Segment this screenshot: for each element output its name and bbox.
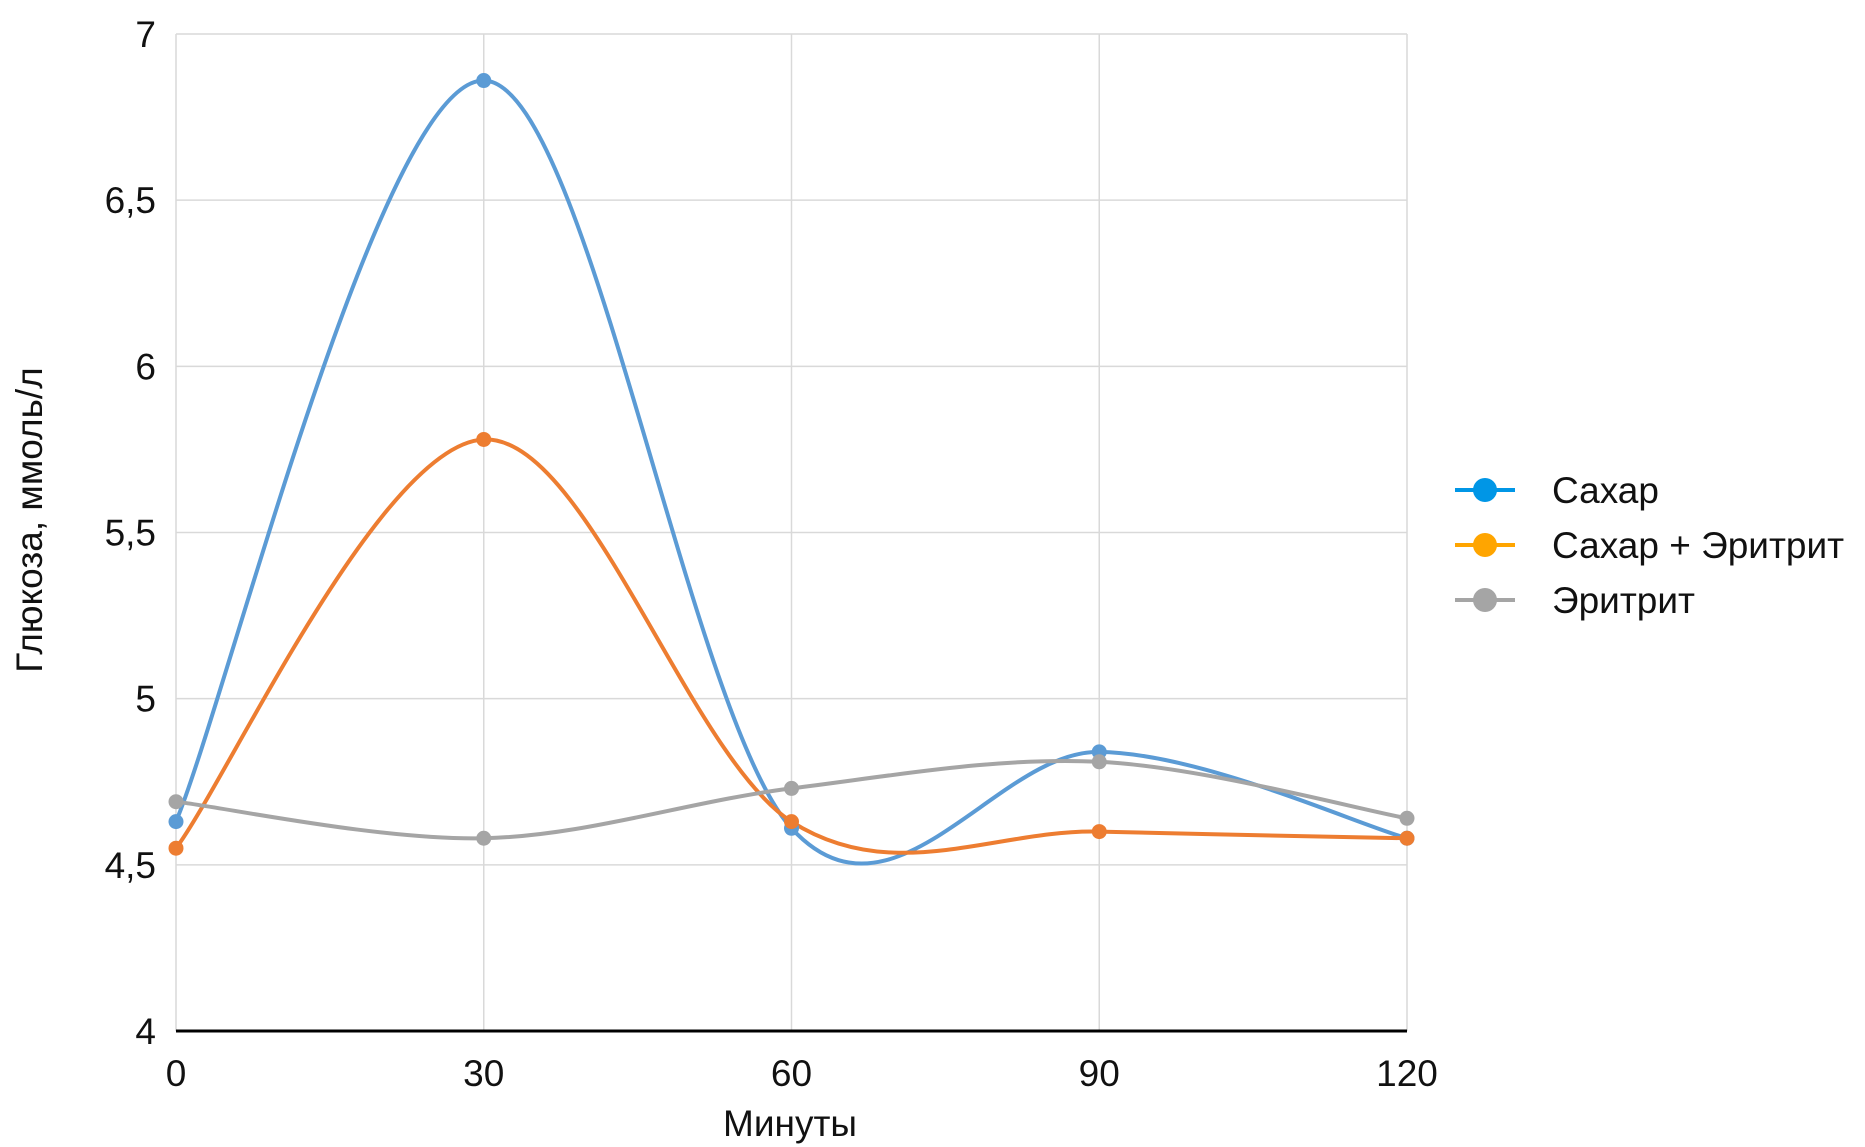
legend: Сахар Сахар + Эритрит Эритрит [1455,470,1844,621]
y-tick-label: 4,5 [105,845,156,886]
data-point [168,814,184,830]
x-tick-label: 30 [463,1053,504,1094]
legend-label: Сахар + Эритрит [1552,525,1844,566]
data-point [1091,824,1107,840]
series-line [174,78,1409,866]
y-tick-label: 5,5 [105,513,156,554]
y-axis-title: Глюкоза, ммоль/л [9,367,50,673]
legend-item-erythritol: Эритрит [1455,580,1695,621]
y-tick-label: 7 [135,14,156,55]
axes [175,34,1407,1033]
legend-item-sugar: Сахар [1455,470,1659,511]
data-point [476,73,492,89]
data-point [168,840,184,856]
data-point [1399,810,1415,826]
data-point [168,794,184,810]
gridlines [176,33,1408,1031]
data-point [1091,754,1107,770]
data-point [1399,830,1415,846]
x-tick-label: 60 [771,1053,812,1094]
x-tick-label: 120 [1376,1053,1438,1094]
legend-item-sugar-erythritol: Сахар + Эритрит [1455,525,1844,566]
data-point [476,830,492,846]
legend-label: Сахар [1552,470,1659,511]
legend-swatch-marker [1473,533,1497,557]
y-tick-label: 6,5 [105,180,156,221]
x-axis-title: Минуты [723,1103,857,1144]
legend-swatch-marker [1473,588,1497,612]
x-tick-label: 90 [1079,1053,1120,1094]
data-point [784,780,799,796]
x-tick-label: 0 [166,1053,187,1094]
data-point [784,814,799,830]
y-tick-label: 4 [135,1011,156,1052]
y-tick-label: 5 [135,679,156,720]
series-line [174,437,1409,855]
y-tick-label: 6 [135,346,156,387]
tick-labels: 4 4,5 5 5,5 6 6,5 7 0 30 60 90 120 [105,14,1438,1094]
legend-swatch-marker [1473,478,1497,502]
data-point [476,431,492,447]
series-markers [168,73,1415,856]
legend-label: Эритрит [1552,580,1695,621]
